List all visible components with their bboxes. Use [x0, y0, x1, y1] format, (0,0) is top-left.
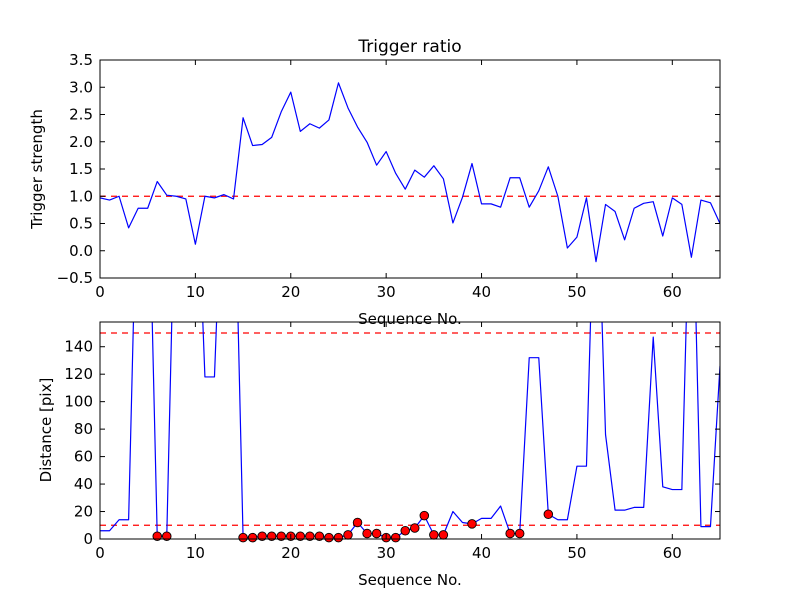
data-point-marker [543, 509, 554, 520]
data-point-marker [333, 532, 344, 543]
y-tick-label: 2.0 [69, 133, 93, 151]
x-tick-label: 0 [95, 283, 105, 301]
x-tick-label: 30 [377, 283, 396, 301]
bottom-plot-ylabel: Distance [pix] [37, 378, 55, 483]
y-tick-label: 2.5 [69, 106, 93, 124]
y-tick-label: 140 [64, 338, 93, 356]
y-tick-label: 3.0 [69, 78, 93, 96]
x-tick-label: 50 [567, 544, 586, 562]
data-point-marker [257, 531, 267, 542]
top-plot-xlabel: Sequence No. [358, 310, 462, 328]
data-point-marker [410, 523, 420, 533]
x-tick-label: 60 [663, 544, 682, 562]
y-tick-label: 120 [64, 365, 93, 383]
data-point-marker [438, 530, 449, 540]
y-tick-label: 40 [74, 475, 93, 493]
x-tick-label: 20 [281, 283, 300, 301]
y-tick-label: 3.5 [69, 51, 93, 69]
x-tick-label: 40 [472, 544, 491, 562]
data-point-marker [371, 528, 382, 539]
data-point-marker [352, 517, 363, 528]
top-plot-title: Trigger ratio [357, 37, 461, 57]
y-tick-label: 1.0 [69, 187, 93, 205]
top-plot-ylabel: Trigger strength [28, 109, 46, 230]
data-point-marker [419, 510, 430, 521]
data-point-marker [400, 526, 410, 536]
x-tick-label: 40 [472, 283, 491, 301]
y-tick-label: 60 [74, 448, 93, 466]
y-tick-label: 0.5 [69, 215, 93, 233]
data-point-marker [324, 532, 334, 543]
data-point-marker [247, 532, 258, 543]
data-point-marker [362, 528, 372, 539]
y-tick-label: 100 [64, 393, 93, 411]
data-point-marker [266, 531, 277, 542]
x-tick-label: 20 [281, 544, 300, 562]
x-tick-label: 10 [186, 544, 205, 562]
top-plot: Trigger ratio Trigger strength Sequence … [28, 37, 721, 328]
x-tick-label: 60 [663, 283, 682, 301]
data-point-marker [514, 528, 525, 539]
x-tick-label: 0 [95, 544, 105, 562]
data-point-marker [429, 530, 439, 540]
x-tick-label: 10 [186, 283, 205, 301]
data-point-marker [343, 530, 353, 540]
data-point-marker [295, 531, 306, 542]
x-tick-label: 50 [567, 283, 586, 301]
data-point-marker [467, 519, 477, 529]
y-tick-label: 80 [74, 420, 93, 438]
x-tick-label: 30 [377, 544, 396, 562]
y-tick-label: 20 [74, 503, 93, 521]
data-point-marker [162, 531, 172, 542]
data-point-marker [152, 531, 162, 542]
data-point-marker [305, 531, 315, 542]
y-tick-label: 1.5 [69, 160, 93, 178]
series-line-1 [100, 82, 720, 263]
data-point-marker [238, 532, 248, 543]
y-tick-label: 0.0 [69, 242, 93, 260]
series-line-1 [100, 322, 720, 539]
data-point-marker [276, 531, 286, 542]
bottom-plot: Distance [pix] Sequence No. 0 10 20 30 40 50 6… [37, 321, 721, 589]
y-tick-label: 0 [83, 530, 93, 548]
bottom-plot-xlabel: Sequence No. [358, 571, 462, 589]
data-point-marker [314, 531, 325, 542]
data-point-marker [505, 528, 515, 539]
data-point-marker [390, 532, 401, 543]
y-tick-label: −0.5 [57, 269, 93, 287]
plot-frame [99, 321, 721, 540]
